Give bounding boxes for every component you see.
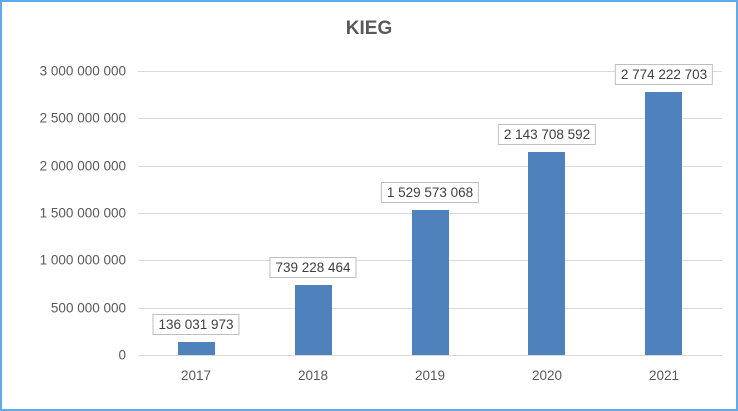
gridline — [138, 118, 722, 119]
data-label-2019: 1 529 573 068 — [380, 182, 480, 203]
x-tick-label: 2018 — [297, 368, 329, 383]
y-tick-label: 1 000 000 000 — [39, 252, 126, 268]
x-tick-label: 2017 — [180, 368, 212, 383]
y-tick-label: 2 000 000 000 — [39, 158, 126, 174]
x-tick-label: 2021 — [648, 368, 680, 383]
y-tick-label: 1 500 000 000 — [39, 205, 126, 221]
data-label-2020: 2 143 708 592 — [497, 124, 597, 145]
gridline — [138, 355, 722, 356]
bar-2017[interactable] — [178, 342, 215, 355]
x-tick-label: 2019 — [414, 368, 446, 383]
bar-2018[interactable] — [295, 285, 332, 355]
y-tick-label: 0 — [118, 347, 126, 363]
gridline — [138, 71, 722, 72]
y-tick-label: 3 000 000 000 — [39, 63, 126, 79]
gridline — [138, 166, 722, 167]
bar-2019[interactable] — [412, 210, 449, 355]
data-label-2017: 136 031 973 — [152, 314, 240, 335]
y-tick-label: 2 500 000 000 — [39, 110, 126, 126]
data-label-2018: 739 228 464 — [269, 257, 357, 278]
data-label-2021: 2 774 222 703 — [614, 64, 714, 85]
chart-title: KIEG — [345, 18, 393, 39]
x-tick-label: 2020 — [531, 368, 563, 383]
bar-2021[interactable] — [645, 92, 682, 355]
bar-2020[interactable] — [528, 152, 565, 355]
y-tick-label: 500 000 000 — [50, 300, 126, 316]
